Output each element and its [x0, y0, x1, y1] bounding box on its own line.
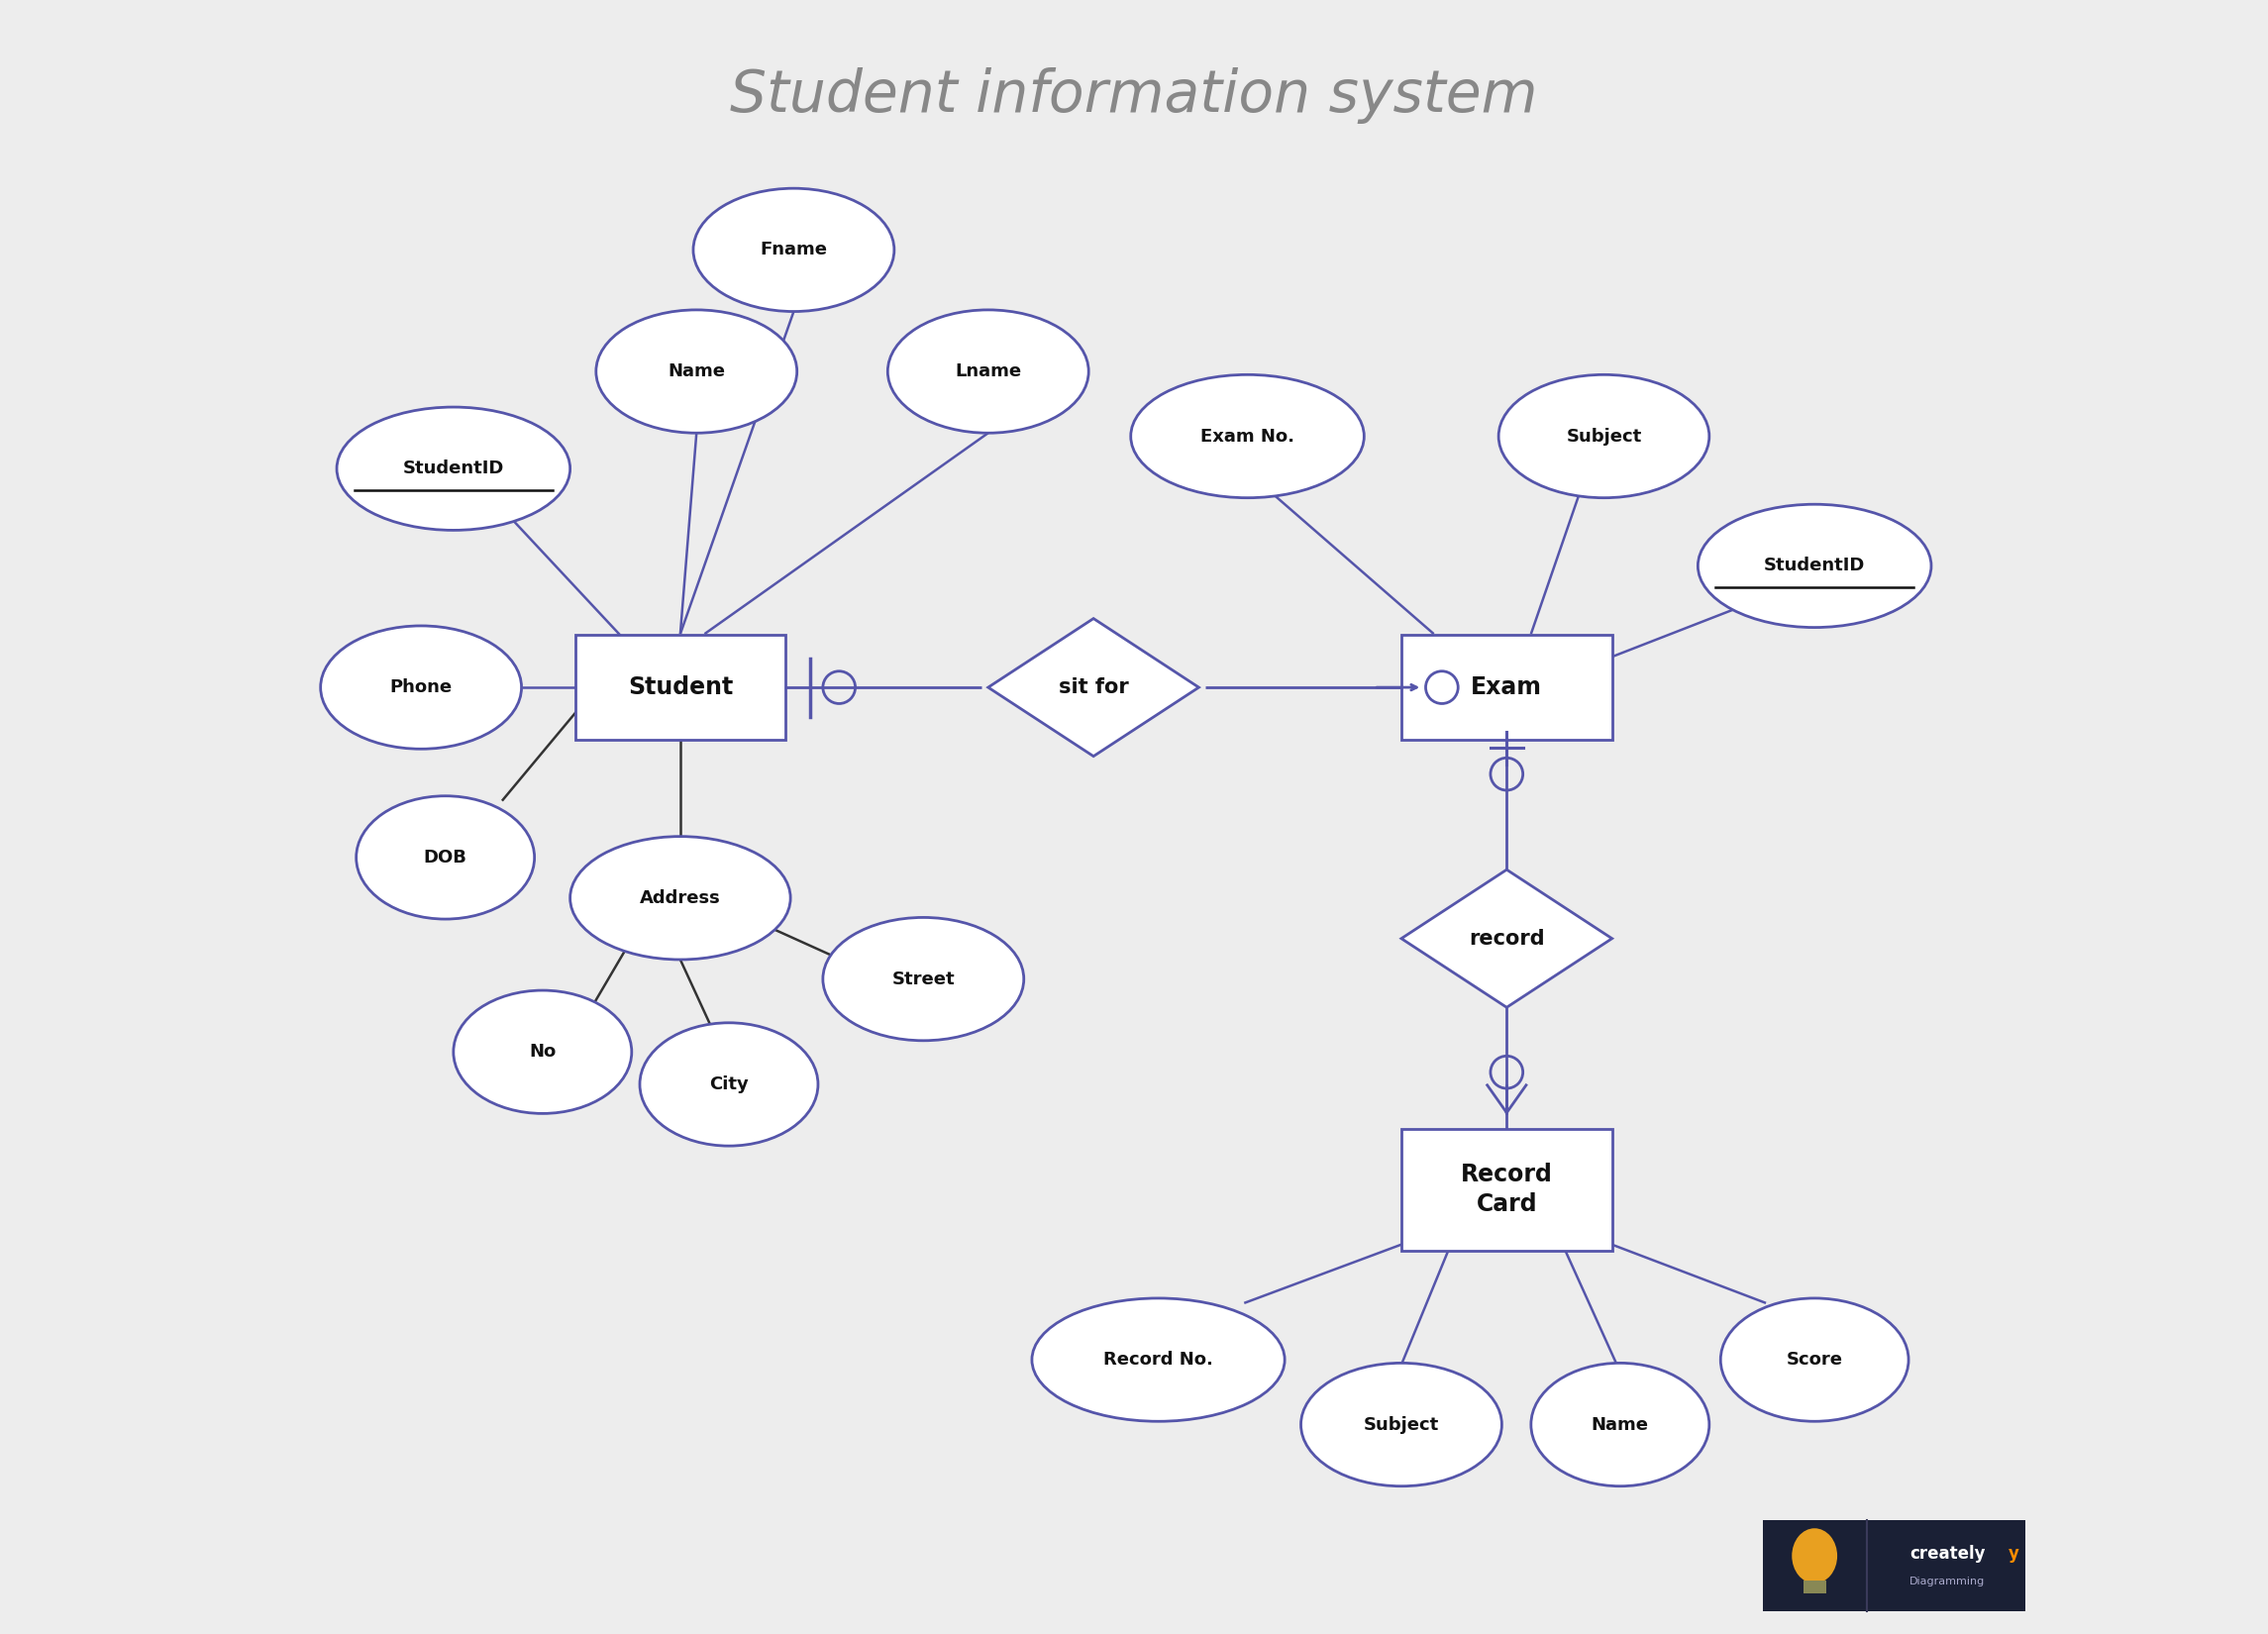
Text: record: record [1470, 928, 1545, 948]
Ellipse shape [823, 917, 1023, 1041]
Ellipse shape [1302, 1363, 1501, 1487]
Ellipse shape [1699, 505, 1932, 627]
Ellipse shape [1531, 1363, 1710, 1487]
FancyBboxPatch shape [1803, 1580, 1826, 1593]
Text: StudentID: StudentID [1765, 557, 1864, 575]
Ellipse shape [596, 310, 796, 433]
Ellipse shape [336, 407, 569, 529]
Text: Score: Score [1787, 1351, 1844, 1369]
Text: Name: Name [667, 363, 726, 381]
Text: Diagramming: Diagramming [1910, 1577, 1984, 1587]
Text: Exam: Exam [1472, 675, 1542, 699]
Text: Student: Student [628, 675, 733, 699]
FancyBboxPatch shape [1402, 1129, 1613, 1250]
Ellipse shape [1721, 1297, 1910, 1422]
Polygon shape [989, 619, 1200, 757]
FancyBboxPatch shape [1402, 634, 1613, 740]
Ellipse shape [1792, 1528, 1837, 1583]
Ellipse shape [694, 188, 894, 312]
Text: StudentID: StudentID [404, 459, 503, 477]
Text: Record
Card: Record Card [1461, 1163, 1554, 1216]
Text: Name: Name [1592, 1415, 1649, 1433]
Ellipse shape [454, 990, 633, 1113]
Text: Exam No.: Exam No. [1200, 428, 1295, 444]
Ellipse shape [1032, 1297, 1284, 1422]
Text: Phone: Phone [390, 678, 451, 696]
Text: Lname: Lname [955, 363, 1021, 381]
Text: sit for: sit for [1059, 678, 1129, 698]
Text: DOB: DOB [424, 848, 467, 866]
Ellipse shape [356, 796, 535, 918]
Text: y: y [2009, 1546, 2019, 1564]
Ellipse shape [320, 626, 522, 748]
Ellipse shape [640, 1023, 819, 1145]
Ellipse shape [569, 837, 792, 959]
Polygon shape [1402, 869, 1613, 1008]
Text: Street: Street [891, 971, 955, 989]
Text: Subject: Subject [1567, 428, 1642, 444]
Ellipse shape [1132, 374, 1363, 498]
Text: Fname: Fname [760, 240, 828, 258]
FancyBboxPatch shape [1762, 1520, 1867, 1611]
Text: Address: Address [640, 889, 721, 907]
Ellipse shape [887, 310, 1089, 433]
Text: Student information system: Student information system [730, 67, 1538, 124]
FancyBboxPatch shape [1867, 1520, 2046, 1611]
FancyBboxPatch shape [576, 634, 785, 740]
Text: Subject: Subject [1363, 1415, 1440, 1433]
Text: Record No.: Record No. [1105, 1351, 1213, 1369]
Text: City: City [710, 1075, 748, 1093]
Text: No: No [528, 1042, 556, 1060]
Text: creately: creately [1910, 1546, 1984, 1564]
Ellipse shape [1499, 374, 1710, 498]
